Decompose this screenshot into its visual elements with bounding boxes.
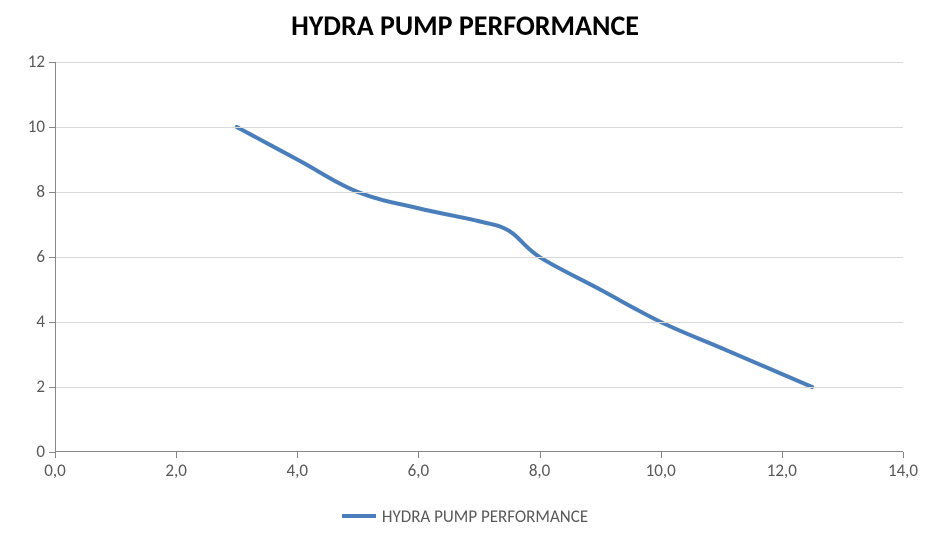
y-gridline <box>55 387 903 388</box>
x-tick <box>903 452 904 458</box>
y-tick-label: 2 <box>5 376 45 397</box>
legend: HYDRA PUMP PERFORMANCE <box>0 504 930 527</box>
x-tick-label: 10,0 <box>631 460 691 481</box>
x-tick <box>55 452 56 458</box>
x-tick-label: 4,0 <box>267 460 327 481</box>
x-tick-label: 8,0 <box>510 460 570 481</box>
y-axis-line <box>55 62 56 452</box>
legend-item: HYDRA PUMP PERFORMANCE <box>342 506 588 527</box>
x-tick <box>176 452 177 458</box>
y-tick-label: 10 <box>5 116 45 137</box>
x-tick <box>661 452 662 458</box>
x-tick-label: 2,0 <box>146 460 206 481</box>
y-tick-label: 8 <box>5 181 45 202</box>
x-tick <box>297 452 298 458</box>
legend-line <box>342 514 376 518</box>
y-gridline <box>55 322 903 323</box>
x-tick <box>418 452 419 458</box>
legend-label: HYDRA PUMP PERFORMANCE <box>382 506 588 527</box>
y-tick-label: 6 <box>5 246 45 267</box>
x-tick-label: 14,0 <box>873 460 930 481</box>
x-tick-label: 6,0 <box>388 460 448 481</box>
y-tick-label: 0 <box>5 441 45 462</box>
chart-title: HYDRA PUMP PERFORMANCE <box>0 8 930 43</box>
y-gridline <box>55 192 903 193</box>
y-gridline <box>55 62 903 63</box>
chart-container: HYDRA PUMP PERFORMANCE HYDRA PUMP PERFOR… <box>0 0 930 544</box>
y-tick-label: 4 <box>5 311 45 332</box>
x-tick <box>782 452 783 458</box>
x-tick-label: 12,0 <box>752 460 812 481</box>
x-tick-label: 0,0 <box>25 460 85 481</box>
plot-area <box>55 62 903 452</box>
y-gridline <box>55 127 903 128</box>
x-axis-line <box>55 451 903 452</box>
y-gridline <box>55 257 903 258</box>
x-tick <box>540 452 541 458</box>
y-tick-label: 12 <box>5 51 45 72</box>
